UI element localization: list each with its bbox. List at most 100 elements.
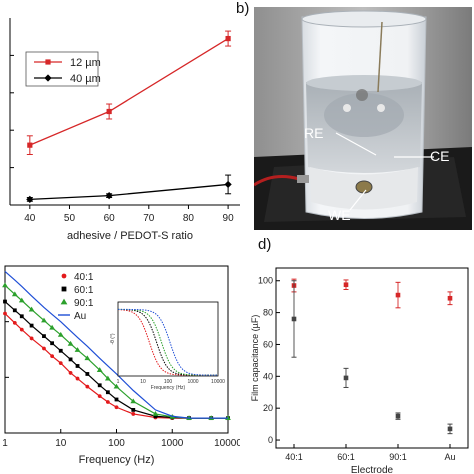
data-point [343,375,349,381]
data-point [343,282,349,288]
data-point [18,297,25,303]
x-tick-label: 80 [183,213,195,224]
data-point [50,341,55,346]
x-tick-label: 1000 [161,438,184,449]
data-point [29,336,34,341]
plot-frame [275,267,469,449]
re-label: RE [304,125,323,141]
data-point [104,375,111,381]
inset-y-label: -θ (°) [110,333,116,344]
data-point [152,411,159,416]
inset-x-label: Frequency (Hz) [151,385,186,391]
data-point [27,142,33,148]
x-tick-label: 10000 [214,438,240,449]
data-point [114,397,119,402]
data-point [395,292,401,298]
inset-x-tick-label: 100 [164,379,173,385]
x-tick-label: 10 [55,438,67,449]
data-point [2,282,8,288]
y-tick-label: 20 [263,403,273,413]
x-tick-label: 60:1 [337,452,355,462]
data-point [224,180,232,189]
y-tick-label: 0 [268,435,273,445]
data-point [58,348,63,353]
panel-label-b: b) [236,0,250,17]
inset-curve [117,308,219,376]
data-point [85,372,90,376]
legend-label: 60:1 [74,285,94,296]
data-point [75,364,80,368]
chart-c: 1 10 100 1000 10000 Frequency (Hz) 40:1 60:1 90:… [0,258,240,474]
x-tick-label: 40:1 [285,452,303,462]
data-point [105,192,113,200]
data-point [67,340,74,346]
photo-illustration: RE CE WE [254,7,472,230]
data-point [58,361,63,366]
electrode-photo: RE CE WE [254,7,472,230]
data-point [68,371,73,375]
panel-label-d: d) [258,236,272,253]
data-point [106,108,112,115]
inset-x-tick-label: 10000 [211,379,225,385]
inset-x-tick-label: 1 [117,379,120,385]
chart-c-svg: 1 10 100 1000 10000 Frequency (Hz) 40:1 60:1 90:… [2,265,240,466]
legend-marker [45,59,51,65]
inset-curve [117,309,219,376]
data-point [225,35,231,42]
x-axis-label: Frequency (Hz) [79,454,155,466]
data-point [97,383,102,388]
data-point [29,323,34,328]
x-tick-label: 90 [223,213,235,224]
legend-label: Au [74,311,86,322]
data-point [75,376,80,381]
data-point [19,327,24,332]
x-tick-label: 50 [64,213,76,224]
data-point [68,357,73,362]
chart-a-svg: 40 50 60 70 80 90 adhesive / PEDOT-S ratio 12 µ… [9,18,240,242]
legend-marker [61,286,67,292]
x-tick-label: 100 [108,438,125,449]
data-point [50,354,55,359]
data-point [114,405,119,410]
legend-label: 40:1 [74,272,94,283]
y-tick-label: 40 [263,371,273,381]
data-point [153,414,158,419]
legend-label: 40 µm [70,73,101,85]
x-tick-label: 60 [104,213,116,224]
chart-d-svg: 0 20 40 60 80 100 40:1 60:1 90:1 Au Electrode Film … [250,267,469,474]
data-point [97,394,102,399]
chart-d: 0 20 40 60 80 100 40:1 60:1 90:1 Au Electrode Film … [250,258,474,474]
x-axis-label: Electrode [351,465,394,474]
x-axis-label: adhesive / PEDOT-S ratio [67,230,193,242]
data-point [41,317,47,323]
data-point [26,195,34,203]
x-tick-label: 90:1 [389,452,407,462]
we-label: WE [328,207,351,223]
data-point [3,311,7,316]
data-point [19,314,24,319]
inset-curve [117,308,219,376]
data-point [12,308,17,313]
legend-label: 90:1 [74,298,94,309]
data-point [42,334,46,339]
data-point [74,347,81,352]
legend-marker [61,273,67,279]
legend-marker [44,74,52,82]
x-tick-label: 70 [143,213,155,224]
y-tick-label: 100 [258,276,273,286]
data-point [113,383,120,389]
data-point [57,331,64,337]
data-point [85,384,90,389]
y-axis-label: Film capacitance (µF) [250,315,260,402]
data-point [84,355,91,361]
x-tick-label: 1 [2,438,8,449]
data-point [291,316,297,322]
legend-box [25,51,99,87]
data-point [105,390,110,395]
chart-a: 40 50 60 70 80 90 adhesive / PEDOT-S ratio 12 µ… [0,0,250,248]
data-point [131,407,136,412]
data-point [447,426,453,432]
data-point [447,295,453,301]
fit-line [4,270,228,419]
data-point [49,324,56,330]
